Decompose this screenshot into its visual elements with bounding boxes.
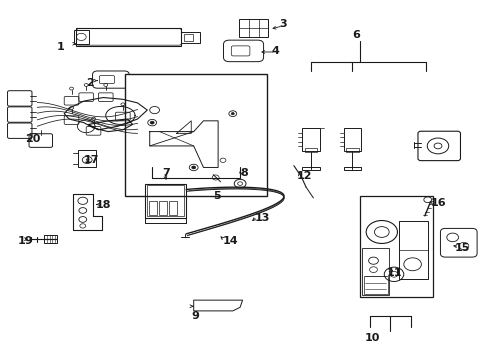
Text: 5: 5 [213,191,221,201]
Text: 4: 4 [272,46,280,56]
Text: 11: 11 [387,268,402,278]
Text: 17: 17 [84,155,99,165]
Text: 13: 13 [255,213,270,222]
Circle shape [150,121,154,124]
Text: 2: 2 [86,78,94,88]
Bar [343,167,361,170]
Text: 3: 3 [279,19,287,29]
Bar [147,185,184,216]
Text: 12: 12 [296,171,312,181]
Bar [360,196,433,297]
Bar [169,201,176,215]
Bar [78,150,97,167]
Text: 20: 20 [25,134,41,144]
Circle shape [231,113,234,115]
Text: 18: 18 [96,200,111,210]
Bar [399,221,428,279]
Bar [364,276,388,294]
Bar [343,128,361,151]
Bar [302,167,320,170]
Text: 8: 8 [240,168,248,178]
Bar [181,32,200,42]
Text: 1: 1 [57,42,65,52]
Bar [362,248,389,295]
Bar [44,235,57,243]
Bar [145,184,186,218]
Bar [149,201,157,215]
Bar [184,34,193,41]
Bar [159,201,167,215]
Text: 6: 6 [352,30,360,40]
Circle shape [192,166,196,169]
Bar [346,148,359,152]
Text: 10: 10 [365,333,380,343]
Text: 19: 19 [18,236,33,246]
Bar [239,19,269,37]
Text: 15: 15 [455,243,470,253]
Bar [76,28,181,45]
Text: 9: 9 [191,311,199,321]
Bar [125,74,267,196]
Text: 7: 7 [162,168,170,178]
Bar [74,30,89,44]
Text: 14: 14 [223,236,239,246]
Text: 16: 16 [431,198,446,208]
Bar [302,128,320,151]
Bar [305,148,318,152]
